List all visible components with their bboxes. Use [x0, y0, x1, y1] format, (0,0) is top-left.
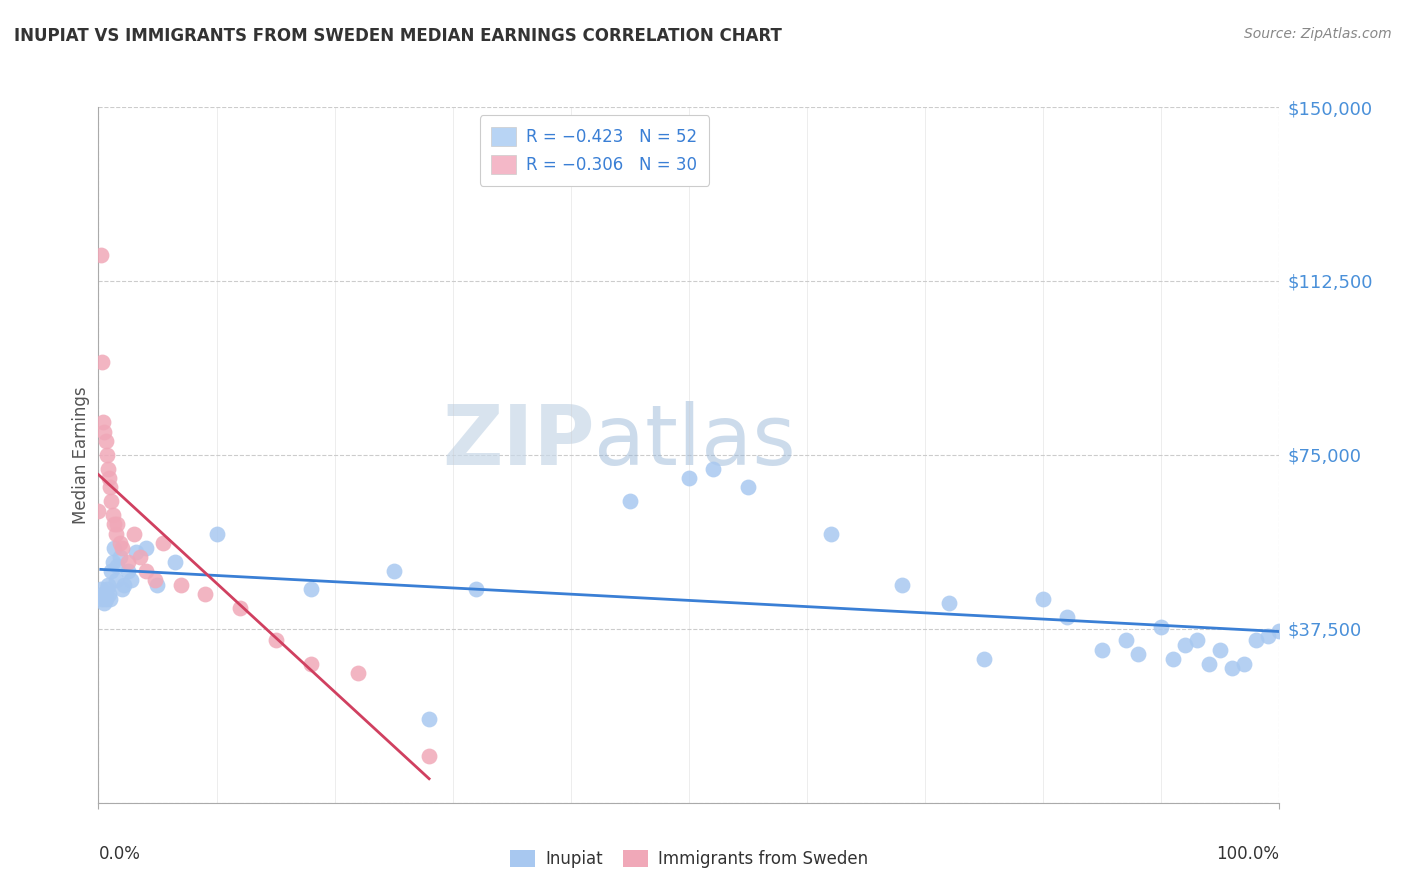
Point — [101, 555, 124, 569]
Point — [465, 582, 488, 597]
Point — [93, 596, 115, 610]
Point — [1115, 633, 1137, 648]
Point — [165, 555, 187, 569]
Point — [890, 578, 912, 592]
Point — [820, 526, 842, 541]
Point — [91, 416, 114, 430]
Point — [1233, 657, 1256, 671]
Point — [1185, 633, 1208, 648]
Point — [1032, 591, 1054, 606]
Point — [1150, 619, 1173, 633]
Point — [111, 541, 134, 555]
Point — [100, 494, 122, 508]
Point — [105, 573, 128, 587]
Text: ZIP: ZIP — [441, 401, 595, 482]
Point — [117, 555, 139, 569]
Point — [101, 508, 124, 523]
Point — [97, 578, 120, 592]
Y-axis label: Median Earnings: Median Earnings — [72, 386, 90, 524]
Point — [347, 665, 370, 680]
Point — [1244, 633, 1267, 648]
Point — [973, 652, 995, 666]
Point — [418, 712, 440, 726]
Point — [143, 573, 166, 587]
Point — [90, 248, 112, 262]
Point — [94, 591, 117, 606]
Legend: Inupiat, Immigrants from Sweden: Inupiat, Immigrants from Sweden — [503, 843, 875, 875]
Point — [98, 480, 121, 494]
Point — [702, 462, 724, 476]
Point — [619, 494, 641, 508]
Point — [103, 541, 125, 555]
Point — [1161, 652, 1184, 666]
Point — [299, 657, 322, 671]
Point — [135, 541, 157, 555]
Text: atlas: atlas — [595, 401, 796, 482]
Point — [108, 536, 131, 550]
Legend: R = −0.423   N = 52, R = −0.306   N = 30: R = −0.423 N = 52, R = −0.306 N = 30 — [479, 115, 709, 186]
Point — [264, 633, 287, 648]
Point — [112, 578, 135, 592]
Point — [194, 587, 217, 601]
Point — [93, 425, 115, 439]
Point — [135, 564, 157, 578]
Point — [90, 582, 112, 597]
Point — [100, 564, 122, 578]
Point — [678, 471, 700, 485]
Point — [128, 549, 150, 564]
Point — [1257, 629, 1279, 643]
Point — [1209, 642, 1232, 657]
Point — [1056, 610, 1078, 624]
Point — [1126, 648, 1149, 662]
Point — [117, 564, 139, 578]
Point — [111, 582, 134, 597]
Point — [103, 517, 125, 532]
Point — [91, 355, 114, 369]
Point — [98, 587, 121, 601]
Point — [1268, 624, 1291, 639]
Point — [96, 582, 118, 597]
Point — [146, 578, 169, 592]
Point — [98, 591, 121, 606]
Text: INUPIAT VS IMMIGRANTS FROM SWEDEN MEDIAN EARNINGS CORRELATION CHART: INUPIAT VS IMMIGRANTS FROM SWEDEN MEDIAN… — [14, 27, 782, 45]
Point — [170, 578, 193, 592]
Point — [91, 587, 114, 601]
Point — [94, 434, 117, 448]
Text: 100.0%: 100.0% — [1216, 845, 1279, 863]
Point — [121, 573, 143, 587]
Point — [125, 545, 148, 559]
Point — [418, 749, 440, 764]
Point — [1198, 657, 1220, 671]
Point — [105, 559, 128, 574]
Point — [382, 564, 405, 578]
Point — [205, 526, 228, 541]
Point — [299, 582, 322, 597]
Point — [96, 448, 118, 462]
Point — [105, 526, 128, 541]
Text: Source: ZipAtlas.com: Source: ZipAtlas.com — [1244, 27, 1392, 41]
Point — [152, 536, 174, 550]
Point — [87, 503, 110, 517]
Point — [122, 526, 145, 541]
Point — [97, 462, 120, 476]
Point — [229, 601, 252, 615]
Point — [737, 480, 759, 494]
Point — [108, 549, 131, 564]
Point — [1091, 642, 1114, 657]
Point — [105, 517, 128, 532]
Point — [98, 471, 121, 485]
Point — [1174, 638, 1197, 652]
Point — [938, 596, 960, 610]
Point — [91, 591, 114, 606]
Text: 0.0%: 0.0% — [98, 845, 141, 863]
Point — [1220, 661, 1243, 675]
